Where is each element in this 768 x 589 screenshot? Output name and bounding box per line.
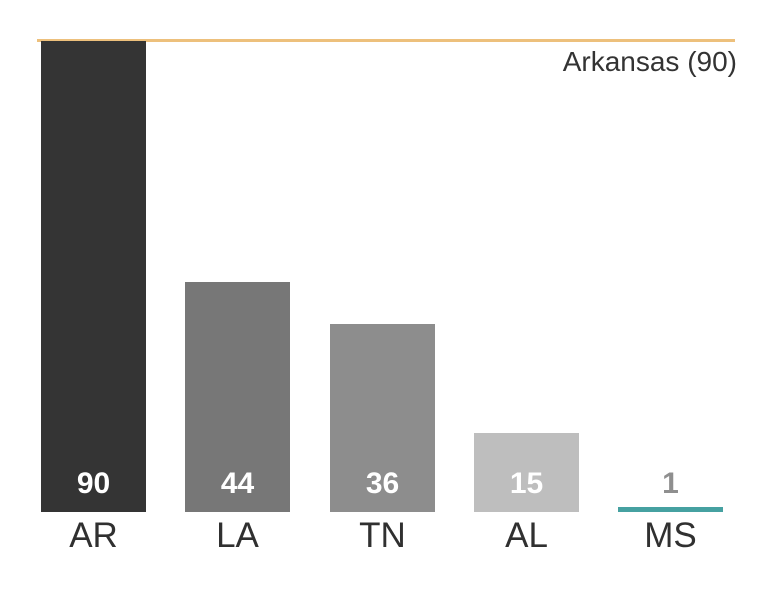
x-axis-label-MS: MS bbox=[644, 516, 697, 555]
x-axis-label-LA: LA bbox=[216, 516, 259, 555]
bar-value-label-LA: 44 bbox=[220, 467, 255, 500]
bar-value-label-MS: 1 bbox=[662, 467, 679, 500]
annotation-label: Arkansas (90) bbox=[562, 46, 737, 77]
x-axis-label-AR: AR bbox=[69, 516, 118, 555]
bar-TN bbox=[330, 324, 435, 512]
x-axis-label-TN: TN bbox=[359, 516, 406, 555]
reference-line bbox=[37, 39, 735, 42]
bar-LA bbox=[185, 282, 290, 512]
bar-AL bbox=[474, 433, 579, 512]
bar-value-label-TN: 36 bbox=[365, 467, 400, 500]
bar-value-label-AR: 90 bbox=[76, 467, 111, 500]
bar-AR bbox=[41, 41, 146, 512]
bar-MS bbox=[618, 507, 723, 512]
x-axis-label-AL: AL bbox=[505, 516, 548, 555]
bar-value-label-AL: 15 bbox=[509, 467, 544, 500]
